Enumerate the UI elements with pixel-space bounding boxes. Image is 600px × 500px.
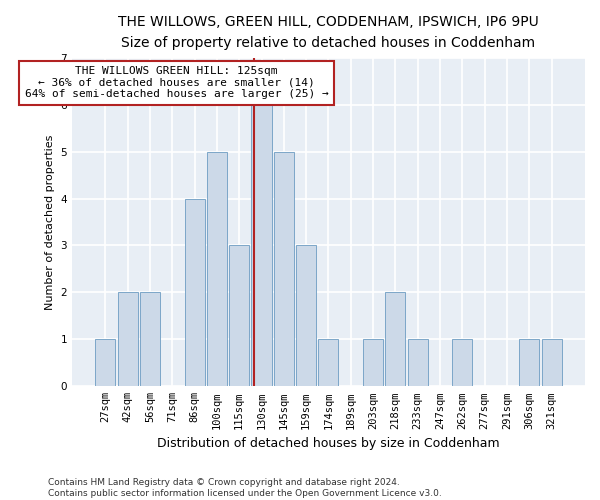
Bar: [407, 340, 428, 386]
Bar: [118, 292, 137, 386]
Bar: [229, 246, 249, 386]
Bar: [140, 292, 160, 386]
Bar: [452, 340, 472, 386]
Bar: [542, 340, 562, 386]
Title: THE WILLOWS, GREEN HILL, CODDENHAM, IPSWICH, IP6 9PU
Size of property relative t: THE WILLOWS, GREEN HILL, CODDENHAM, IPSW…: [118, 15, 539, 50]
Bar: [95, 340, 115, 386]
Bar: [385, 292, 406, 386]
Bar: [319, 340, 338, 386]
Bar: [274, 152, 294, 386]
Bar: [519, 340, 539, 386]
Y-axis label: Number of detached properties: Number of detached properties: [45, 134, 55, 310]
Text: Contains HM Land Registry data © Crown copyright and database right 2024.
Contai: Contains HM Land Registry data © Crown c…: [48, 478, 442, 498]
Text: THE WILLOWS GREEN HILL: 125sqm
← 36% of detached houses are smaller (14)
64% of : THE WILLOWS GREEN HILL: 125sqm ← 36% of …: [25, 66, 329, 100]
Bar: [207, 152, 227, 386]
Bar: [185, 198, 205, 386]
Bar: [296, 246, 316, 386]
X-axis label: Distribution of detached houses by size in Coddenham: Distribution of detached houses by size …: [157, 437, 500, 450]
Bar: [251, 104, 272, 386]
Bar: [363, 340, 383, 386]
